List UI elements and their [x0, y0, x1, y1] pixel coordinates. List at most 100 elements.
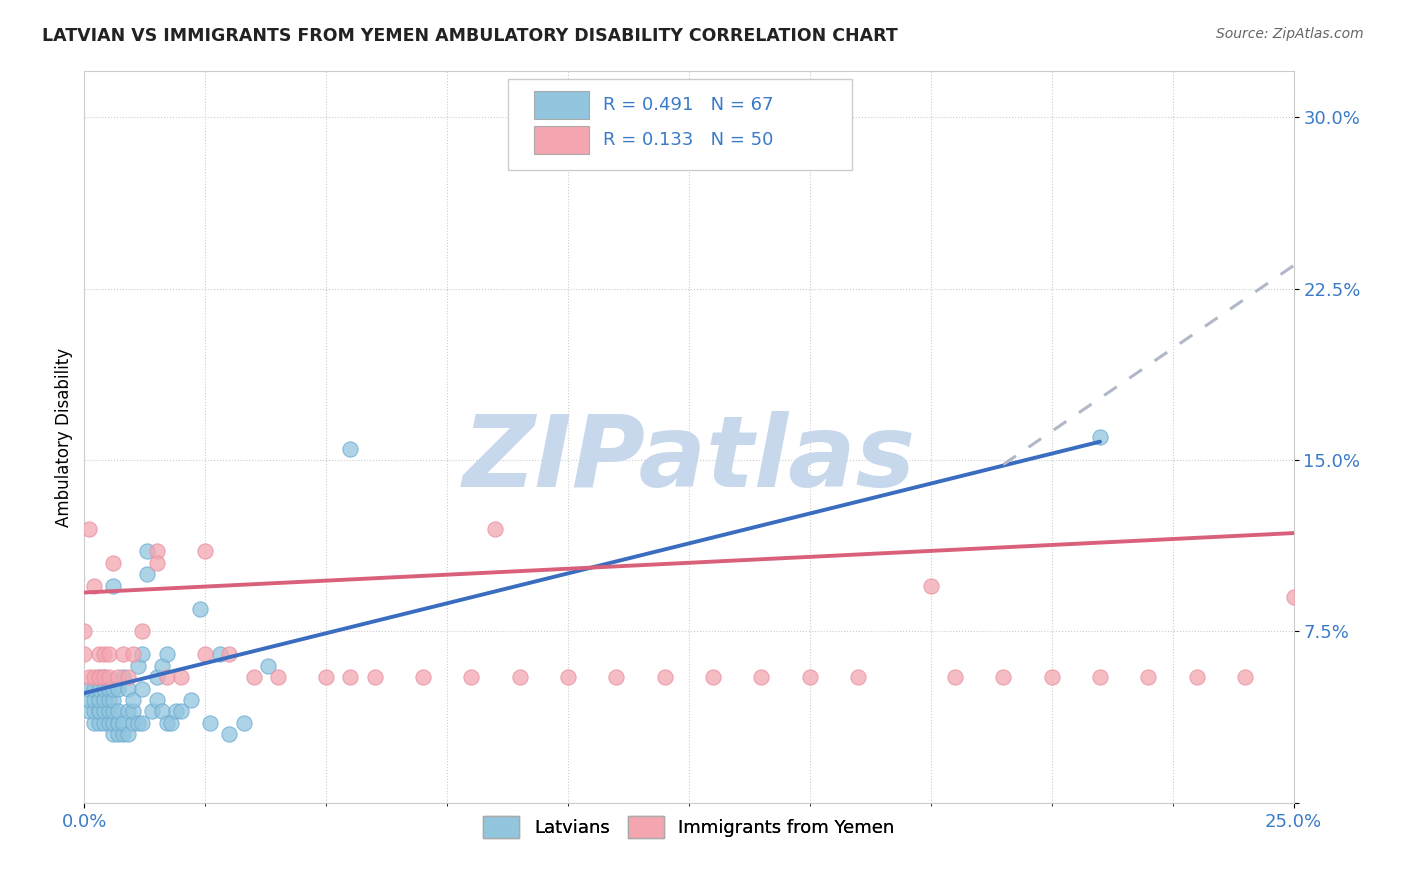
Point: [218, 647, 240, 661]
Point: [112, 715, 135, 730]
Point: [83, 681, 105, 696]
Point: [146, 670, 169, 684]
Point: [208, 647, 231, 661]
Point: [150, 705, 173, 719]
Point: [103, 693, 125, 707]
Point: [93, 715, 115, 730]
Point: [93, 705, 115, 719]
Text: R = 0.491   N = 67: R = 0.491 N = 67: [603, 96, 773, 114]
Point: [155, 647, 177, 661]
Point: [83, 670, 105, 684]
Point: [146, 693, 169, 707]
Point: [87, 670, 110, 684]
Point: [136, 544, 159, 558]
Point: [160, 715, 183, 730]
Point: [107, 715, 129, 730]
Point: [97, 670, 120, 684]
Point: [103, 705, 125, 719]
Text: Source: ZipAtlas.com: Source: ZipAtlas.com: [1216, 27, 1364, 41]
Point: [165, 705, 187, 719]
FancyBboxPatch shape: [534, 91, 589, 119]
Point: [605, 670, 627, 684]
Point: [97, 715, 120, 730]
Point: [107, 681, 129, 696]
Point: [170, 705, 193, 719]
Point: [412, 670, 434, 684]
Point: [93, 647, 115, 661]
Point: [170, 670, 193, 684]
Point: [87, 693, 110, 707]
Point: [218, 727, 240, 741]
Point: [87, 670, 110, 684]
Point: [920, 579, 942, 593]
Point: [751, 670, 773, 684]
Point: [73, 647, 96, 661]
Point: [484, 521, 506, 535]
Point: [1137, 670, 1160, 684]
Point: [93, 693, 115, 707]
Point: [77, 693, 100, 707]
Point: [87, 705, 110, 719]
Point: [103, 715, 125, 730]
Point: [1088, 430, 1111, 444]
Point: [103, 556, 125, 570]
Point: [107, 727, 129, 741]
Point: [117, 727, 139, 741]
Point: [131, 647, 153, 661]
Point: [131, 715, 153, 730]
Point: [103, 681, 125, 696]
Point: [93, 670, 115, 684]
Point: [112, 647, 135, 661]
Point: [339, 670, 361, 684]
Point: [121, 693, 143, 707]
Point: [315, 670, 337, 684]
Point: [117, 705, 139, 719]
Legend: Latvians, Immigrants from Yemen: Latvians, Immigrants from Yemen: [477, 808, 901, 845]
Point: [146, 544, 169, 558]
Point: [136, 567, 159, 582]
FancyBboxPatch shape: [508, 78, 852, 170]
Point: [654, 670, 676, 684]
FancyBboxPatch shape: [534, 126, 589, 153]
Point: [363, 670, 385, 684]
Point: [155, 670, 177, 684]
Point: [87, 681, 110, 696]
Point: [117, 681, 139, 696]
Point: [127, 658, 149, 673]
Point: [121, 647, 143, 661]
Point: [257, 658, 280, 673]
Point: [117, 670, 139, 684]
Point: [87, 647, 110, 661]
Point: [73, 624, 96, 639]
Point: [87, 705, 110, 719]
Point: [180, 693, 202, 707]
Point: [97, 693, 120, 707]
Point: [103, 579, 125, 593]
Point: [97, 647, 120, 661]
Point: [83, 579, 105, 593]
Point: [1088, 670, 1111, 684]
Point: [557, 670, 579, 684]
Point: [77, 681, 100, 696]
Point: [112, 670, 135, 684]
Point: [460, 670, 482, 684]
Point: [87, 715, 110, 730]
Point: [194, 544, 217, 558]
Point: [150, 658, 173, 673]
Point: [77, 670, 100, 684]
Point: [141, 705, 163, 719]
Point: [194, 647, 217, 661]
Point: [1234, 670, 1257, 684]
Point: [107, 705, 129, 719]
Point: [83, 715, 105, 730]
Point: [1185, 670, 1208, 684]
Point: [77, 705, 100, 719]
Point: [121, 705, 143, 719]
Point: [1282, 590, 1305, 604]
Point: [131, 681, 153, 696]
Y-axis label: Ambulatory Disability: Ambulatory Disability: [55, 348, 73, 526]
Point: [131, 624, 153, 639]
Point: [190, 601, 212, 615]
Point: [112, 727, 135, 741]
Point: [121, 715, 143, 730]
